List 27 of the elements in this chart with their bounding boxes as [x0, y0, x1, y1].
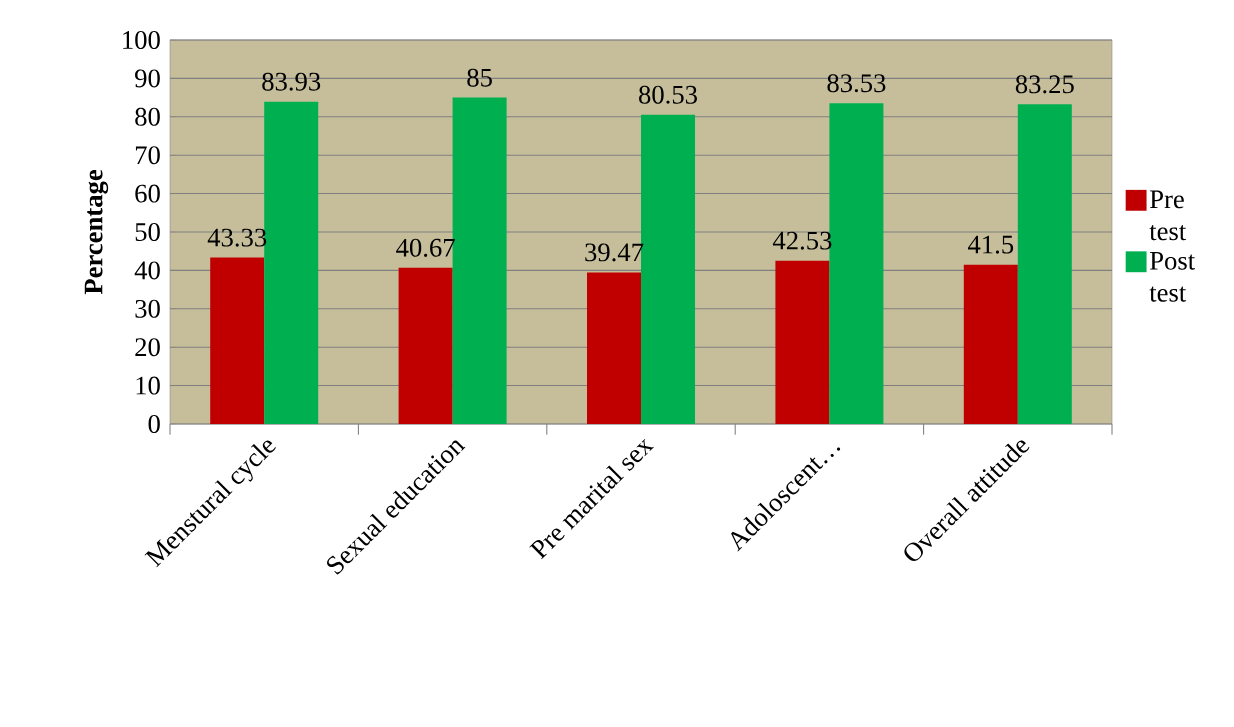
data-label: 83.93 — [262, 72, 321, 91]
y-tick-label: 70 — [135, 146, 160, 165]
y-tick-label: 60 — [135, 184, 160, 203]
y-tick-label: 30 — [135, 299, 160, 318]
bar — [398, 267, 453, 424]
data-label: 83.25 — [1015, 75, 1074, 94]
y-tick-label: 20 — [135, 338, 160, 357]
y-axis-title: Percentage — [84, 169, 109, 295]
y-tick-label: 40 — [134, 261, 160, 280]
bar — [963, 264, 1018, 424]
y-tick-label: 90 — [135, 69, 160, 88]
y-tick-label: 10 — [136, 376, 160, 395]
legend-label: Post test — [1149, 251, 1196, 302]
y-tick-label: 80 — [135, 107, 160, 126]
bar — [1017, 104, 1072, 424]
bar — [264, 101, 319, 424]
bar — [775, 260, 830, 424]
legend-label: Pre test — [1149, 190, 1187, 241]
y-tick-label: 50 — [135, 222, 160, 241]
data-label: 83.53 — [827, 74, 886, 93]
y-tick-label: 0 — [148, 414, 160, 433]
data-label: 41.5 — [967, 235, 1014, 254]
y-tick-label: 100 — [123, 31, 160, 49]
data-label: 80.53 — [639, 85, 697, 104]
bar — [587, 272, 642, 424]
data-label: 85 — [467, 68, 492, 87]
bar — [210, 257, 265, 424]
